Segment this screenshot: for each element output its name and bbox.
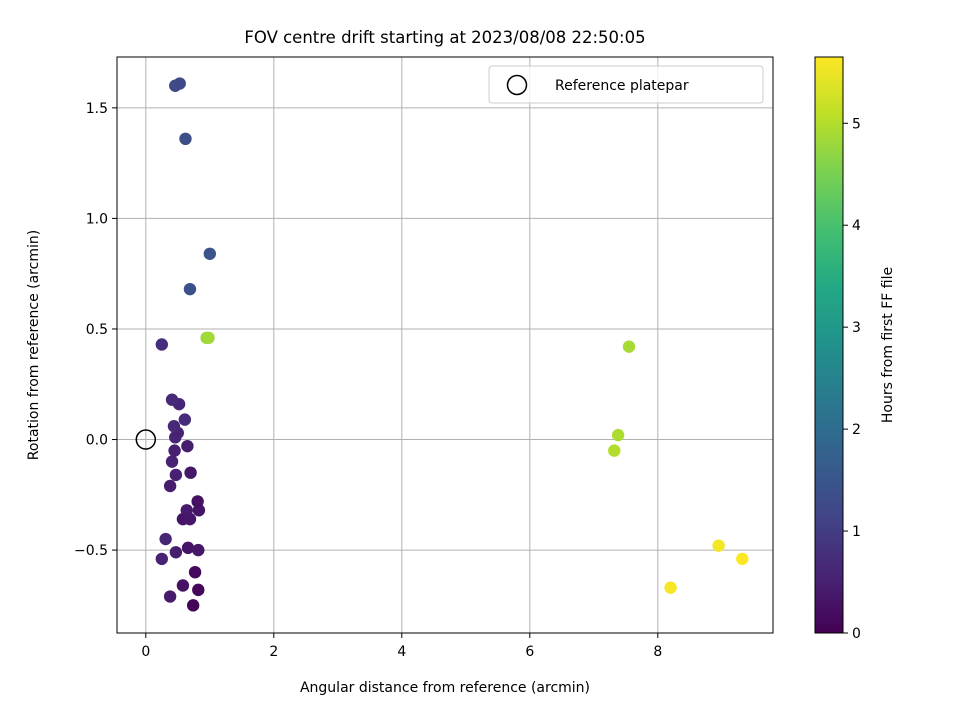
y-ticks: −0.5 0.0 0.5 1.0 1.5: [74, 101, 117, 559]
scatter-point: [622, 340, 636, 353]
scatter-point: [712, 539, 725, 552]
chart-title: FOV centre drift starting at 2023/08/08 …: [244, 28, 645, 47]
scatter-point: [165, 455, 179, 468]
colorbar-tick-label: 3: [852, 320, 861, 336]
plot-frame: [116, 56, 774, 634]
scatter-point: [180, 504, 193, 517]
colorbar-label: Hours from first FF file: [880, 267, 896, 423]
scatter-point: [736, 552, 749, 566]
x-tick-label: 0: [141, 644, 150, 660]
y-tick-label: 0.0: [86, 433, 108, 449]
scatter-point: [188, 565, 202, 579]
scatter-point: [664, 581, 677, 594]
legend-marker-icon: [506, 74, 528, 96]
scatter-point: [179, 132, 192, 146]
colorbar-tick-label: 2: [852, 422, 861, 438]
scatter-point: [168, 444, 181, 457]
scatter-point: [181, 439, 194, 453]
scatter-point: [155, 338, 168, 351]
scatter-point: [176, 579, 190, 592]
y-tick-label: 1.5: [86, 101, 108, 117]
scatter-point: [163, 479, 177, 493]
scatter-point: [191, 495, 204, 508]
y-tick-label: −0.5: [74, 543, 108, 559]
scatter-point: [192, 583, 205, 597]
scatter-point: [165, 393, 179, 406]
scatter-point: [184, 466, 197, 479]
colorbar-gradient: [814, 56, 844, 634]
scatter-point: [169, 468, 183, 482]
scatter-point: [183, 282, 197, 296]
reference-point: [135, 429, 157, 450]
colorbar: 0 1 2 3 4 5 Hours from first FF file: [814, 56, 896, 642]
data-points: [155, 77, 749, 612]
y-axis-label: Rotation from reference (arcmin): [26, 230, 42, 460]
colorbar-tick-label: 4: [852, 218, 861, 234]
legend-label: Reference platepar: [555, 78, 689, 94]
legend-box: [488, 65, 764, 104]
scatter-point: [202, 331, 215, 345]
scatter-point: [186, 599, 200, 612]
colorbar-ticks: 0 1 2 3 4 5: [843, 116, 861, 642]
x-axis-label: Angular distance from reference (arcmin): [300, 680, 590, 696]
x-tick-label: 6: [525, 644, 534, 660]
x-tick-label: 4: [397, 644, 406, 660]
scatter-point: [611, 428, 625, 442]
scatter-point: [192, 543, 205, 557]
scatter-point: [155, 552, 168, 566]
scatter-point: [173, 77, 186, 90]
scatter-point: [608, 444, 621, 457]
scatter-point: [178, 413, 192, 426]
colorbar-tick-label: 5: [852, 116, 861, 132]
grid-lines: [117, 57, 773, 633]
x-tick-label: 8: [653, 644, 662, 660]
legend: Reference platepar: [488, 65, 764, 104]
x-ticks: 0 2 4 6 8: [141, 633, 662, 660]
colorbar-tick-label: 1: [852, 524, 861, 540]
x-tick-label: 2: [269, 644, 278, 660]
scatter-point: [159, 532, 172, 546]
scatter-point: [169, 546, 183, 559]
colorbar-tick-label: 0: [852, 626, 861, 642]
scatter-point: [181, 541, 195, 555]
y-tick-label: 0.5: [86, 322, 108, 338]
y-tick-label: 1.0: [86, 211, 108, 227]
scatter-point: [203, 247, 216, 260]
scatter-point: [167, 420, 181, 433]
scatter-point: [163, 590, 177, 603]
